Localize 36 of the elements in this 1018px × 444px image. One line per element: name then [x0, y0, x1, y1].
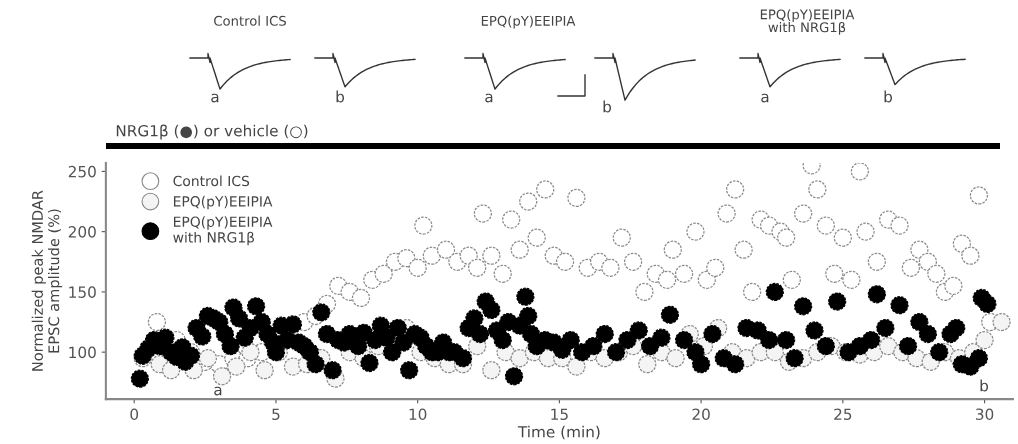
- text: a: [211, 93, 219, 103]
- point: [212, 367, 232, 386]
- text: EPQ(pY)EEIPIA: [481, 15, 576, 29]
- point: [975, 330, 994, 350]
- y-tick-label: 100: [69, 346, 96, 359]
- x-tick-label: 15: [551, 408, 568, 421]
- text: Control ICS: [214, 15, 286, 26]
- text: NRG1β (●) or vehicle (○): [116, 124, 308, 140]
- annotation: b: [980, 379, 989, 392]
- point: [482, 361, 501, 380]
- legend-label: Control ICS: [173, 175, 250, 187]
- legend-label: EPQ(pY)EEIPIA: [173, 195, 273, 210]
- legend-label: EPQ(pY)EEIPIA with NRG1β: [173, 216, 273, 246]
- point: [227, 357, 246, 376]
- y-tick-label: 250: [68, 165, 96, 178]
- x-tick-label: 5: [272, 408, 280, 421]
- text: a: [761, 93, 769, 103]
- x-tick-label: 10: [409, 408, 427, 421]
- y-axis-title: Normalized peak NMDAR EPSC amplitude (%): [31, 190, 63, 371]
- point: [638, 355, 657, 374]
- text: b: [336, 90, 345, 103]
- annotation: a: [214, 386, 222, 396]
- point: [666, 349, 685, 368]
- point: [255, 361, 274, 380]
- x-tick-label: 30: [976, 408, 994, 421]
- y-tick-label: 200: [68, 226, 96, 238]
- x-tick-label: 25: [834, 408, 852, 421]
- x-tick-label: 20: [692, 408, 710, 421]
- text: EPQ(pY)EEIPIA with NRG1β: [760, 9, 855, 35]
- y-tick-label: 150: [69, 286, 96, 298]
- x-tick-label: 0: [130, 408, 139, 421]
- text: b: [603, 100, 612, 113]
- x-axis-title: Time (min): [517, 425, 600, 440]
- text: b: [884, 90, 893, 103]
- point: [992, 312, 1011, 332]
- text: a: [485, 93, 493, 103]
